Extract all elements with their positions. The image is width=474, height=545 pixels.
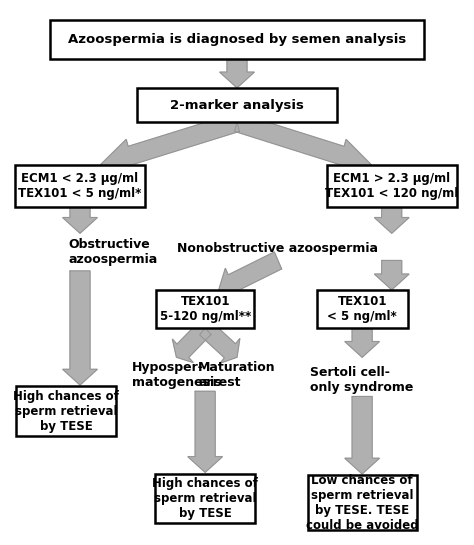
Text: High chances of
sperm retrieval
by TESE: High chances of sperm retrieval by TESE bbox=[13, 390, 119, 433]
Text: Sertoli cell-
only syndrome: Sertoli cell- only syndrome bbox=[310, 366, 414, 393]
Text: Obstructive
azoospermia: Obstructive azoospermia bbox=[69, 238, 158, 265]
Text: TEX101
< 5 ng/ml*: TEX101 < 5 ng/ml* bbox=[327, 295, 397, 323]
Polygon shape bbox=[345, 328, 379, 358]
Polygon shape bbox=[63, 271, 97, 385]
Text: Nonobstructive azoospermia: Nonobstructive azoospermia bbox=[177, 243, 378, 256]
Polygon shape bbox=[220, 59, 254, 88]
FancyBboxPatch shape bbox=[317, 290, 408, 328]
Polygon shape bbox=[345, 397, 379, 474]
Polygon shape bbox=[173, 322, 211, 362]
Polygon shape bbox=[63, 207, 97, 233]
Polygon shape bbox=[188, 391, 222, 473]
Text: Maturation
arrest: Maturation arrest bbox=[198, 361, 276, 389]
FancyBboxPatch shape bbox=[308, 475, 417, 530]
Text: High chances of
sperm retrieval
by TESE: High chances of sperm retrieval by TESE bbox=[152, 477, 258, 520]
FancyBboxPatch shape bbox=[155, 474, 255, 523]
Text: Azoospermia is diagnosed by semen analysis: Azoospermia is diagnosed by semen analys… bbox=[68, 33, 406, 46]
Polygon shape bbox=[374, 261, 409, 290]
Polygon shape bbox=[100, 113, 239, 171]
Text: 2-marker analysis: 2-marker analysis bbox=[170, 99, 304, 112]
Polygon shape bbox=[219, 252, 282, 298]
FancyBboxPatch shape bbox=[50, 20, 424, 59]
Text: ECM1 < 2.3 µg/ml
TEX101 < 5 ng/ml*: ECM1 < 2.3 µg/ml TEX101 < 5 ng/ml* bbox=[18, 172, 142, 200]
FancyBboxPatch shape bbox=[137, 88, 337, 122]
Polygon shape bbox=[374, 207, 409, 233]
Polygon shape bbox=[235, 113, 371, 171]
FancyBboxPatch shape bbox=[16, 386, 117, 436]
Text: ECM1 > 2.3 µg/ml
TEX101 < 120 ng/ml: ECM1 > 2.3 µg/ml TEX101 < 120 ng/ml bbox=[325, 172, 458, 200]
FancyBboxPatch shape bbox=[15, 165, 145, 207]
FancyBboxPatch shape bbox=[327, 165, 456, 207]
Polygon shape bbox=[200, 321, 240, 363]
FancyBboxPatch shape bbox=[156, 290, 254, 328]
Text: Hyposper-
matogenesis: Hyposper- matogenesis bbox=[132, 361, 221, 389]
Text: TEX101
5-120 ng/ml**: TEX101 5-120 ng/ml** bbox=[160, 295, 251, 323]
Text: Low chances of
sperm retrieval
by TESE. TESE
could be avoided: Low chances of sperm retrieval by TESE. … bbox=[306, 474, 419, 532]
